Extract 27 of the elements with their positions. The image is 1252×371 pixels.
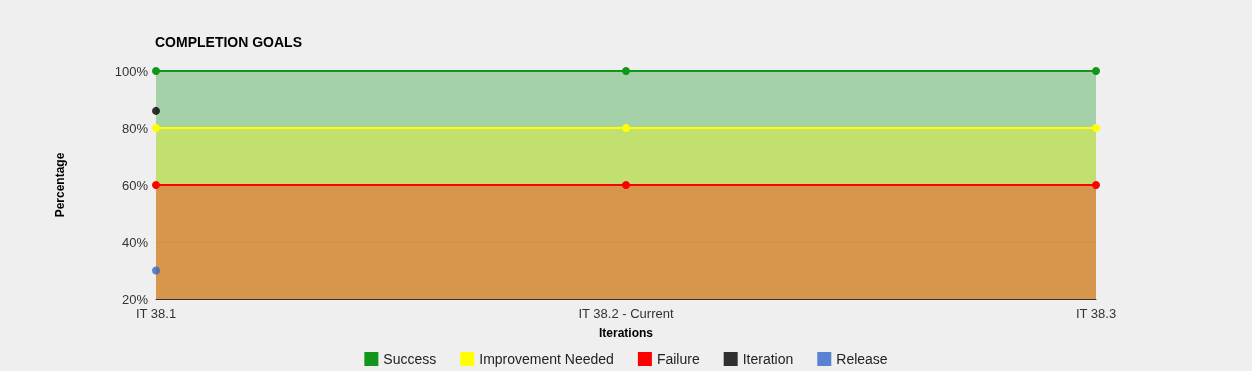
point <box>152 181 160 189</box>
x-tick-label: IT 38.3 <box>1075 306 1117 321</box>
x-tick-label: IT 38.1 <box>135 306 177 321</box>
point <box>152 266 160 275</box>
legend-label: Success <box>383 351 437 367</box>
point <box>622 181 630 189</box>
legend-label: Failure <box>656 351 700 367</box>
point <box>622 124 630 132</box>
point <box>152 124 160 132</box>
point <box>1092 124 1100 132</box>
y-tick-label: 40% <box>121 234 149 250</box>
point <box>152 67 160 75</box>
x-tick-label: IT 38.2 - Current <box>578 306 674 321</box>
y-tick-label: 80% <box>121 120 149 136</box>
legend-label: Release <box>836 351 888 367</box>
point <box>622 67 630 75</box>
y-tick-label: 60% <box>121 177 149 193</box>
y-tick-label: 100% <box>114 63 149 79</box>
x-axis-title: Iterations <box>598 326 654 340</box>
point <box>1092 67 1100 75</box>
legend-label: Improvement Needed <box>479 351 614 367</box>
y-axis-title: Percentage <box>53 152 67 218</box>
legend-label: Iteration <box>742 351 794 367</box>
point <box>152 106 160 115</box>
y-tick-label: 20% <box>121 291 149 307</box>
chart-title: COMPLETION GOALS <box>155 34 302 50</box>
point <box>1092 181 1100 189</box>
